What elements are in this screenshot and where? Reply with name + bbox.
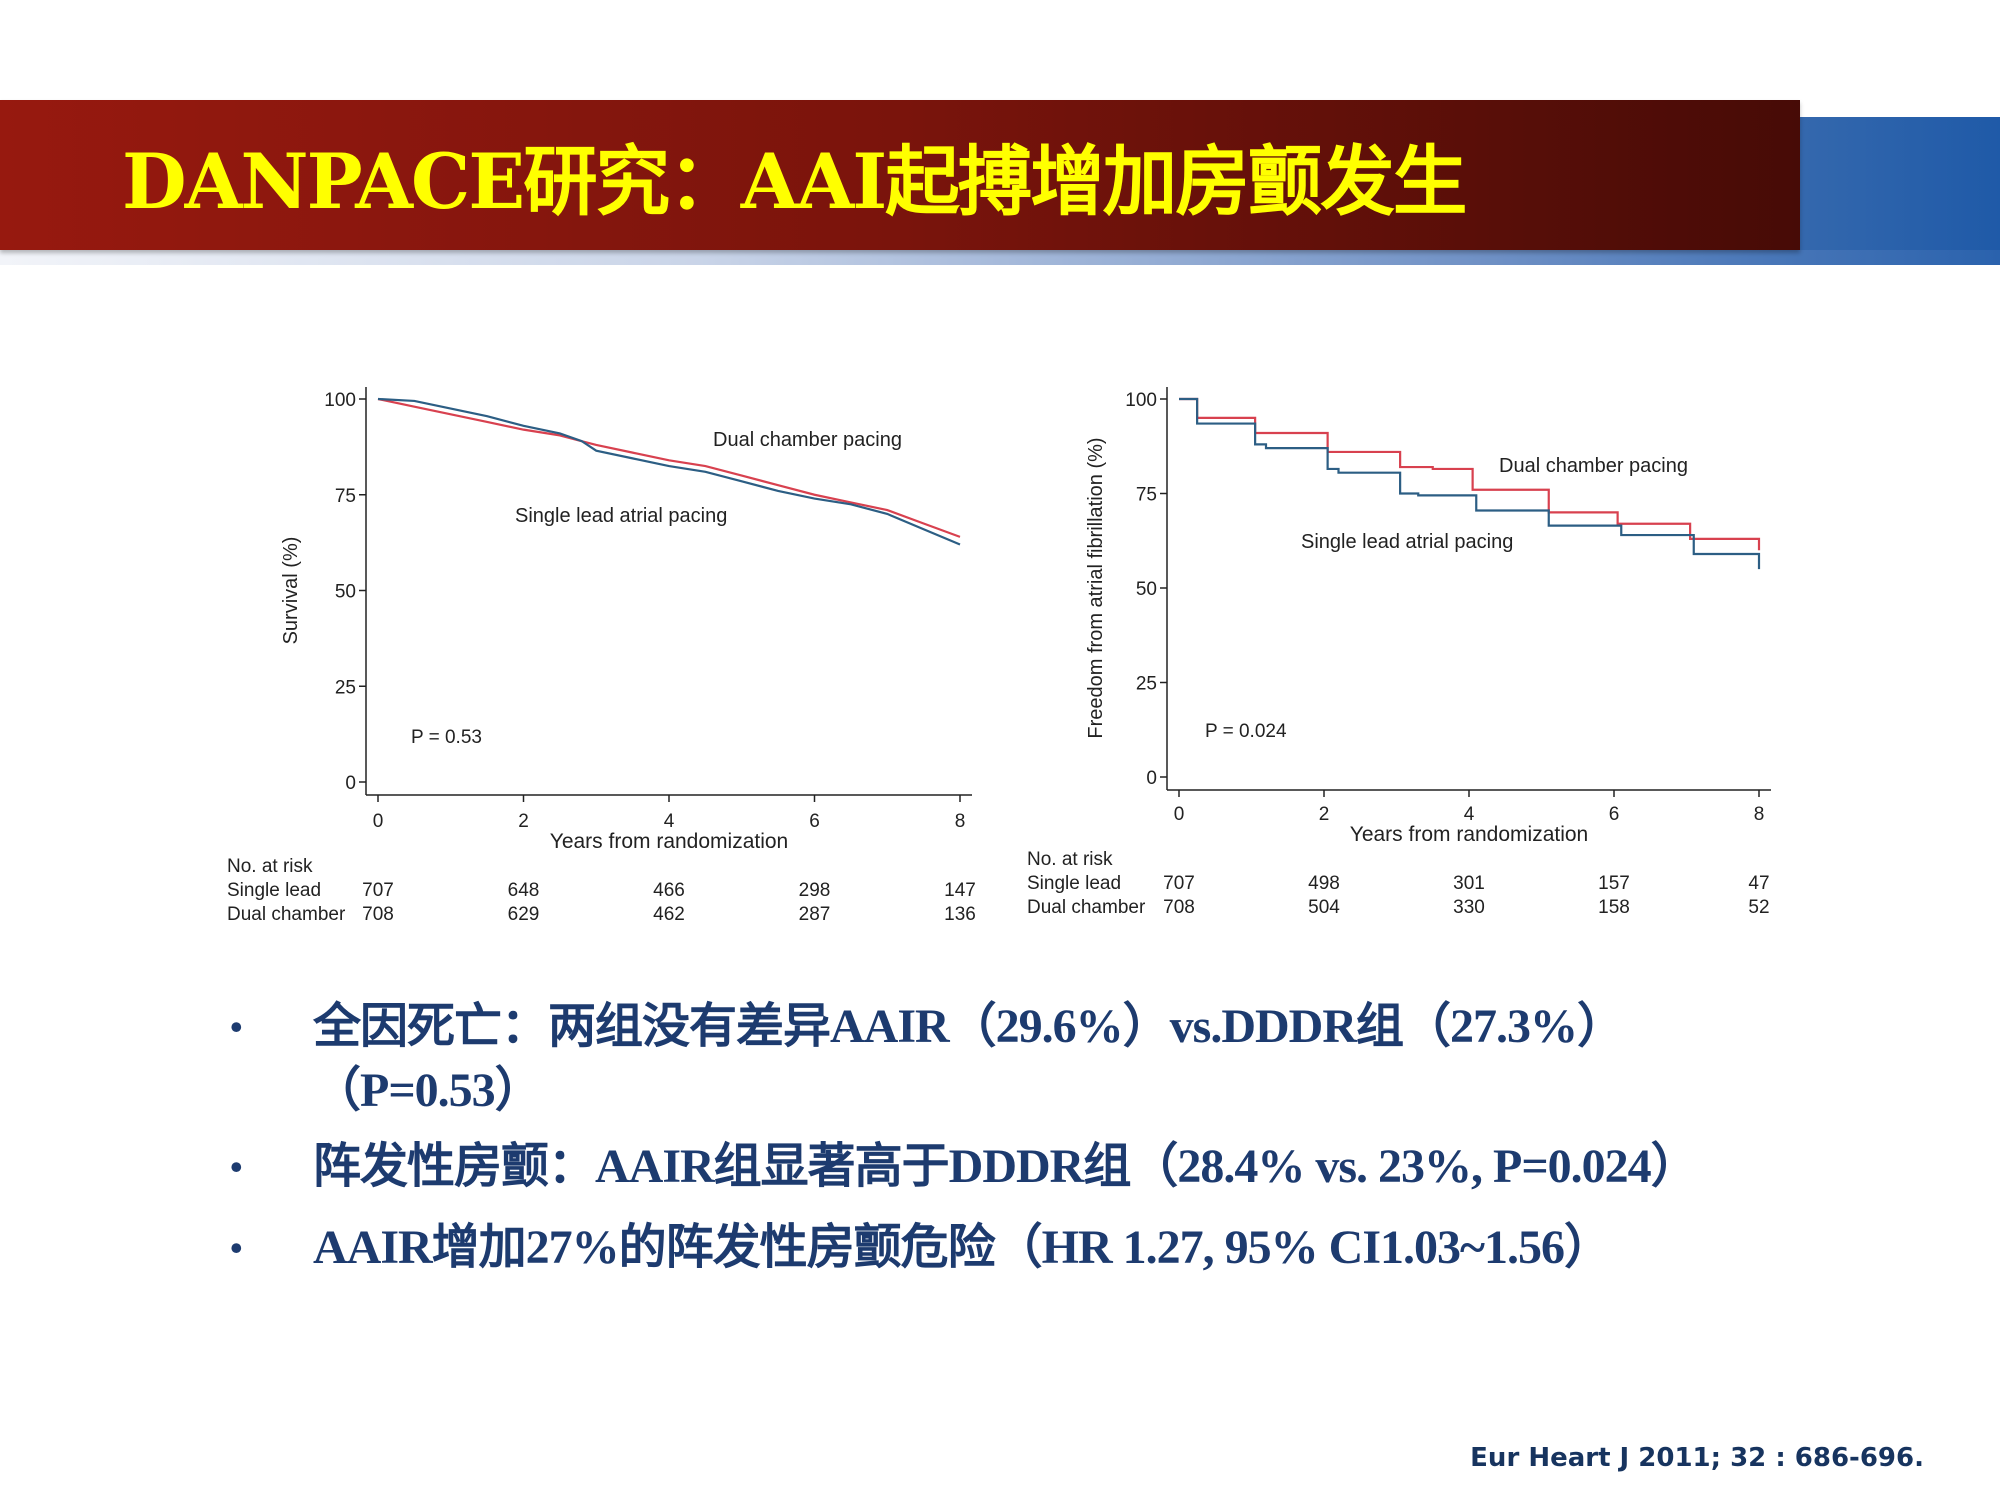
header-gradient-line: [0, 250, 2000, 265]
bullet-hazard-ratio: • AAIR增加27%的阵发性房颤危险（HR 1.27, 95% CI1.03~…: [230, 1216, 1950, 1297]
single-lead-label: Single lead atrial pacing: [1301, 531, 1513, 553]
risk-value: 158: [1598, 897, 1630, 918]
risk-value: 648: [508, 880, 540, 901]
x-tick-label: 4: [1464, 804, 1475, 825]
x-tick-label: 6: [809, 811, 820, 832]
risk-value: 157: [1598, 873, 1630, 894]
risk-value: 330: [1453, 897, 1485, 918]
y-tick-label: 0: [1146, 768, 1157, 789]
risk-row-label: Single lead: [227, 880, 321, 901]
dual-chamber-curve: [377, 397, 961, 538]
bullet-text: AAIR增加27%的阵发性房颤危险（HR 1.27, 95% CI1.03~1.…: [313, 1221, 1612, 1274]
risk-value: 287: [799, 904, 831, 925]
risk-value: 147: [944, 880, 976, 901]
risk-value: 707: [362, 880, 394, 901]
x-tick-label: 0: [373, 811, 384, 832]
risk-table-header: No. at risk: [227, 856, 313, 877]
y-tick-label: 25: [1136, 674, 1157, 695]
risk-value: 504: [1308, 897, 1340, 918]
risk-row-label: Dual chamber: [227, 904, 346, 925]
title-bar: [0, 100, 1800, 250]
risk-value: 498: [1308, 873, 1340, 894]
single-lead-label: Single lead atrial pacing: [515, 505, 727, 527]
risk-value: 298: [799, 880, 831, 901]
risk-value: 301: [1453, 873, 1485, 894]
y-tick-label: 75: [1136, 485, 1157, 506]
x-tick-label: 4: [664, 811, 675, 832]
risk-value: 136: [944, 904, 976, 925]
x-tick-label: 8: [1754, 804, 1765, 825]
risk-row-label: Single lead: [1027, 873, 1121, 894]
y-axis-label: Freedom from atrial fibrillation (%): [1085, 437, 1107, 738]
single-lead-curve: [1179, 397, 1761, 570]
risk-value: 466: [653, 880, 685, 901]
y-tick-label: 0: [345, 773, 356, 794]
slide-title: DANPACE研究：AAI起搏增加房颤发生: [122, 137, 1467, 226]
x-tick-label: 6: [1609, 804, 1620, 825]
risk-value: 47: [1748, 873, 1769, 894]
y-tick-label: 50: [1136, 579, 1157, 600]
x-tick-label: 0: [1174, 804, 1185, 825]
bullet-paroxysmal-af: • 阵发性房颤：AAIR组显著高于DDDR组（28.4% vs. 23%, P=…: [230, 1135, 1950, 1216]
risk-value: 629: [508, 904, 540, 925]
p-value-annotation: P = 0.024: [1205, 721, 1287, 742]
bullet-dot: •: [230, 1147, 243, 1187]
dual-chamber-label: Dual chamber pacing: [713, 429, 902, 451]
risk-row-label: Dual chamber: [1027, 897, 1146, 918]
dual-chamber-label: Dual chamber pacing: [1499, 455, 1688, 477]
x-tick-label: 2: [518, 811, 529, 832]
p-value-annotation: P = 0.53: [411, 727, 482, 748]
y-axis-label: Survival (%): [280, 537, 302, 645]
y-tick-label: 25: [335, 677, 356, 698]
risk-table-header: No. at risk: [1027, 849, 1113, 870]
y-tick-label: 75: [335, 486, 356, 507]
risk-value: 707: [1163, 873, 1195, 894]
single-lead-curve: [377, 397, 961, 546]
y-tick-label: 100: [1125, 390, 1157, 411]
risk-value: 52: [1748, 897, 1769, 918]
x-tick-label: 8: [955, 811, 966, 832]
x-axis-label: Years from randomization: [1350, 823, 1589, 846]
risk-value: 708: [1163, 897, 1195, 918]
risk-value: 462: [653, 904, 685, 925]
risk-value: 708: [362, 904, 394, 925]
x-tick-label: 2: [1319, 804, 1330, 825]
bullet-text: 阵发性房颤：AAIR组显著高于DDDR组（28.4% vs. 23%, P=0.…: [313, 1140, 1699, 1193]
citation: Eur Heart J 2011; 32 : 686-696.: [1470, 1443, 1924, 1473]
bullet-text: 全因死亡：两组没有差异AAIR（29.6%）vs.DDDR组（27.3%）: [313, 1000, 1625, 1053]
bullet-dot: •: [230, 1007, 243, 1047]
y-tick-label: 100: [324, 390, 356, 411]
bullet-text-continued: （P=0.53）: [313, 1064, 543, 1117]
bullet-all-cause-mortality: • 全因死亡：两组没有差异AAIR（29.6%）vs.DDDR组（27.3%） …: [230, 995, 1950, 1135]
bullet-list: • 全因死亡：两组没有差异AAIR（29.6%）vs.DDDR组（27.3%） …: [230, 995, 1950, 1297]
bullet-dot: •: [230, 1228, 243, 1268]
x-axis-label: Years from randomization: [550, 830, 789, 853]
y-tick-label: 50: [335, 582, 356, 603]
